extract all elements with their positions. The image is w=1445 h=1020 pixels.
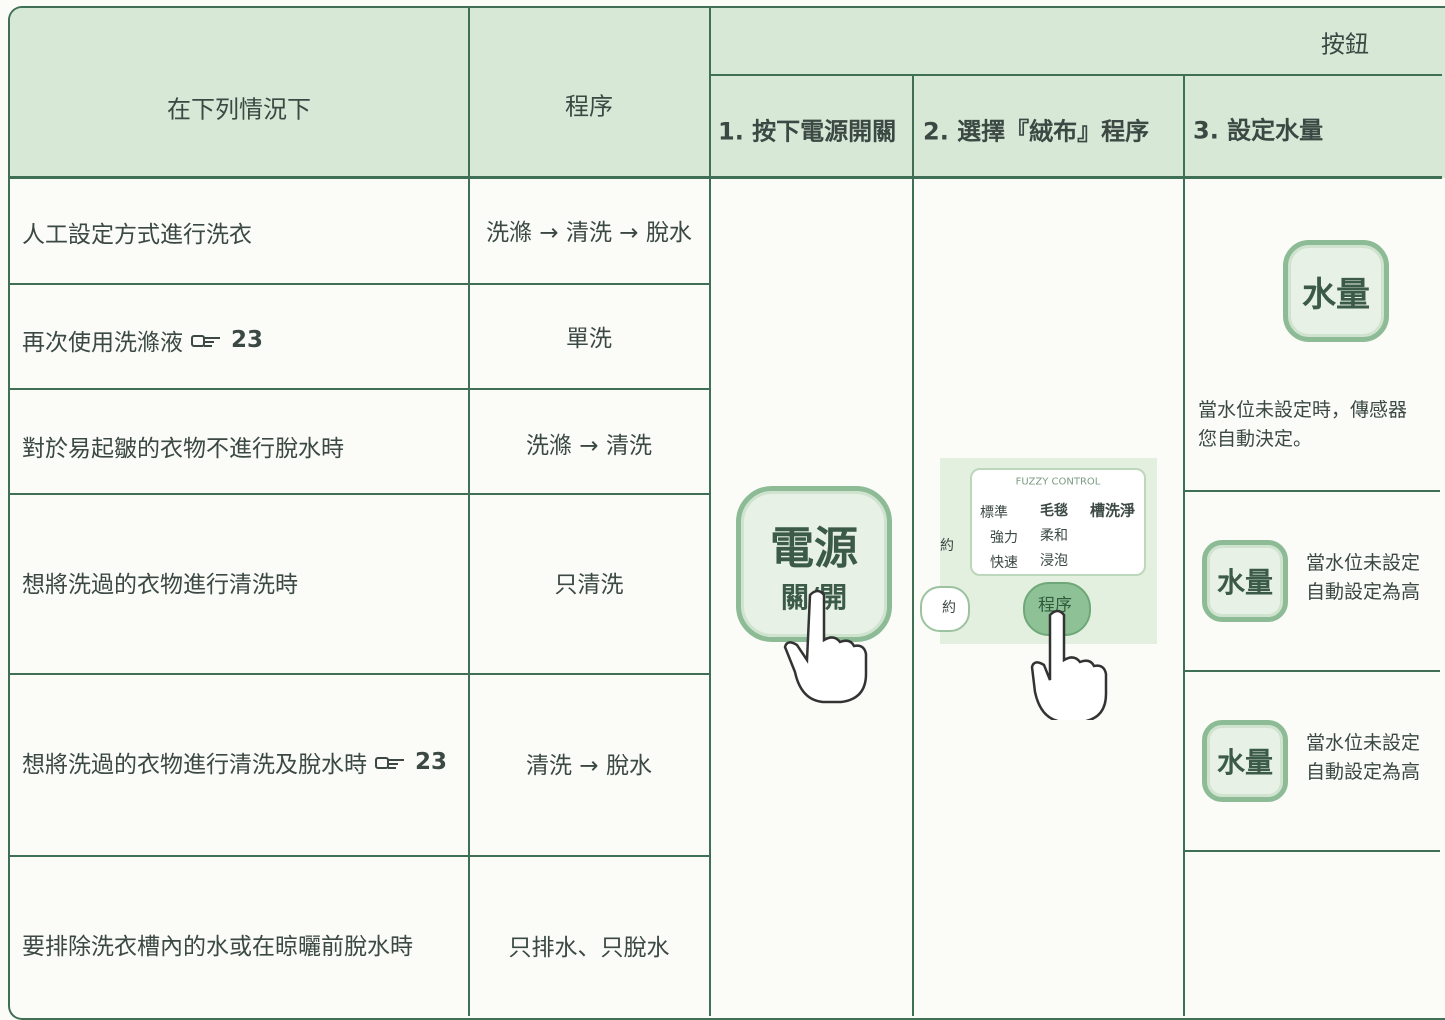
water-button: 水量 xyxy=(1283,240,1389,342)
program-cell: 單洗 xyxy=(566,326,612,352)
header-line xyxy=(10,176,1442,179)
panel-display: FUZZY CONTROL 標準 毛毯 槽洗淨 強力 柔和 快速 浸泡 xyxy=(970,468,1146,576)
note-line: 您自動決定。 xyxy=(1198,428,1313,450)
header-program: 程序 xyxy=(565,92,613,121)
col-line xyxy=(709,8,711,1016)
panel-program: 強力 xyxy=(990,530,1018,546)
subheader-line xyxy=(710,74,1442,76)
situation-text: 對於易起皺的衣物不進行脫水時 xyxy=(22,436,344,462)
panel-program: 槽洗淨 xyxy=(1090,501,1136,520)
panel-side-label: 約 xyxy=(942,600,956,616)
water-button: 水量 xyxy=(1202,540,1288,622)
row-line xyxy=(10,493,710,495)
row-line xyxy=(1184,850,1440,852)
col-line xyxy=(468,8,470,1016)
step-label: 1. 按下電源開關 xyxy=(718,117,897,146)
table xyxy=(8,6,1445,1020)
situation-text: 想將洗過的衣物進行清洗及脫水時 xyxy=(22,752,367,778)
header-bg xyxy=(10,8,1445,178)
row-line xyxy=(10,388,710,390)
ref-icon xyxy=(191,335,220,347)
panel-program: 毛毯 xyxy=(1040,503,1068,519)
header-situation: 在下列情況下 xyxy=(167,95,311,124)
situation-text: 想將洗過的衣物進行清洗時 xyxy=(22,572,298,598)
panel-program: 標準 xyxy=(980,505,1008,521)
note-line: 自動設定為高 xyxy=(1306,581,1421,603)
row-line xyxy=(10,673,710,675)
ref-icon xyxy=(375,757,404,769)
row-line xyxy=(10,855,710,857)
hand-icon xyxy=(1030,609,1108,720)
situation-text: 要排除洗衣槽內的水或在晾曬前脫水時 xyxy=(22,934,413,960)
situation-text: 再次使用洗滌液 xyxy=(22,330,183,356)
program-cell: 洗滌 → 清洗 → 脫水 xyxy=(486,220,692,246)
power-label: 電源 xyxy=(770,523,858,574)
situation-cell: 要排除洗衣槽內的水或在晾曬前脫水時 xyxy=(22,927,413,961)
program-cell: 只排水、只脫水 xyxy=(508,935,670,961)
situation-cell: 人工設定方式進行洗衣 xyxy=(22,215,252,249)
panel-program: 浸泡 xyxy=(1040,553,1068,569)
panel-side-button xyxy=(920,586,970,632)
note-line: 當水位未設定 xyxy=(1306,732,1421,754)
row-line xyxy=(1184,490,1440,492)
header-buttons: 按鈕 xyxy=(1321,30,1369,59)
step-label: 2. 選擇『絨布』程序 xyxy=(923,117,1150,146)
situation-cell: 對於易起皺的衣物不進行脫水時 xyxy=(22,429,344,463)
ref-page: 23 xyxy=(415,749,448,775)
program-cell: 洗滌 → 清洗 xyxy=(526,433,652,459)
water-note: 當水位未設定 自動設定為高 xyxy=(1306,729,1440,787)
panel-program: 快速 xyxy=(990,555,1018,571)
row-line xyxy=(1184,670,1440,672)
col-line xyxy=(912,75,914,1016)
water-note: 當水位未設定時，傳感器 您自動決定。 xyxy=(1198,396,1440,454)
situation-cell: 想將洗過的衣物進行清洗時 xyxy=(22,565,298,599)
note-line: 當水位未設定時，傳感器 xyxy=(1198,399,1408,421)
panel-side-label: 約 xyxy=(940,538,954,554)
step-label: 3. 設定水量 xyxy=(1193,116,1324,145)
situation-text: 人工設定方式進行洗衣 xyxy=(22,222,252,248)
water-note: 當水位未設定 自動設定為高 xyxy=(1306,549,1440,607)
panel-program: 柔和 xyxy=(1040,528,1068,544)
program-cell: 只清洗 xyxy=(554,572,624,598)
situation-cell: 再次使用洗滌液 23 xyxy=(22,323,263,357)
note-line: 自動設定為高 xyxy=(1306,761,1421,783)
hand-icon xyxy=(783,589,868,704)
col-line xyxy=(1183,75,1185,1016)
water-button: 水量 xyxy=(1202,720,1288,802)
situation-cell: 想將洗過的衣物進行清洗及脫水時 23 xyxy=(22,745,447,779)
note-line: 當水位未設定 xyxy=(1306,552,1421,574)
ref-page: 23 xyxy=(231,327,264,353)
program-button-label: 程序 xyxy=(1038,595,1072,616)
panel-brand: FUZZY CONTROL xyxy=(1015,476,1101,488)
row-line xyxy=(10,283,710,285)
program-cell: 清洗 → 脫水 xyxy=(526,753,652,779)
